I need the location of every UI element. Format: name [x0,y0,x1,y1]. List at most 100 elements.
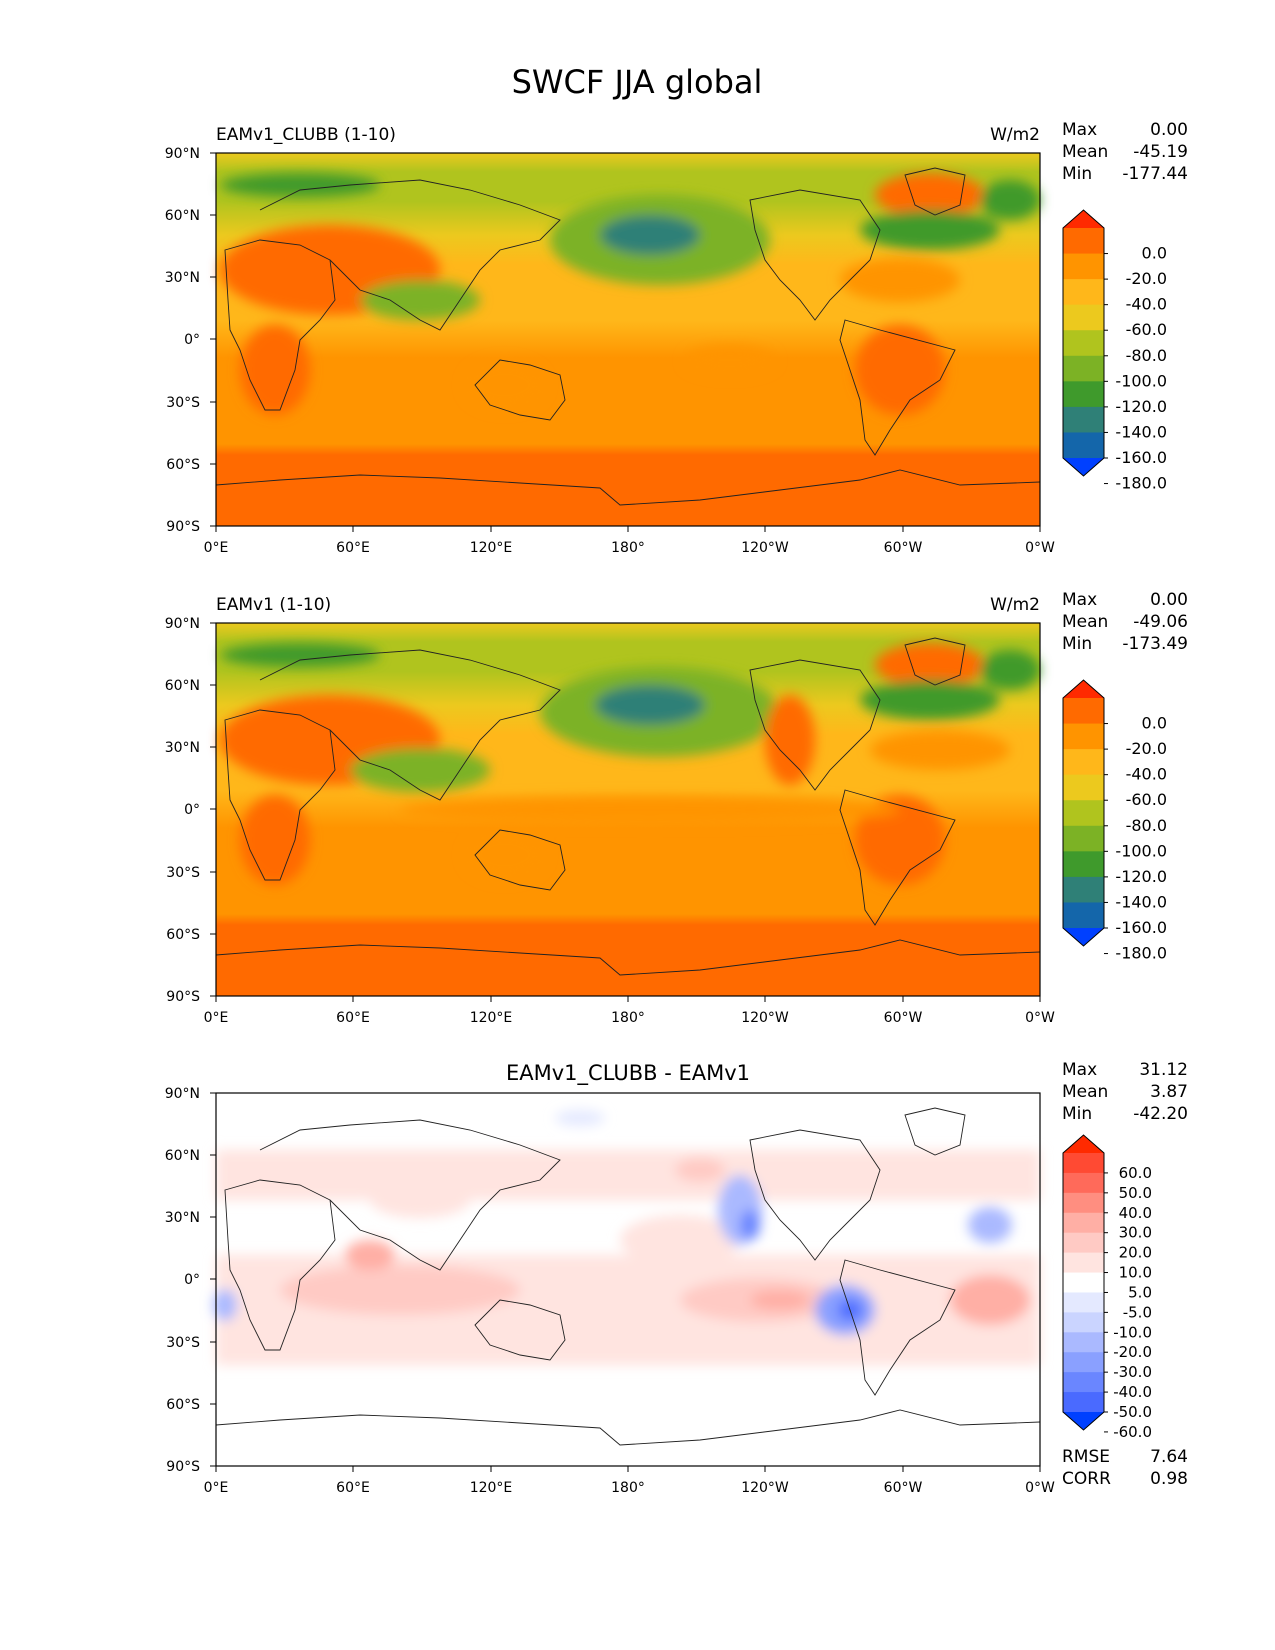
x-tick-label: 180° [611,540,645,556]
coastline [749,189,881,321]
panel-1: EAMv1_CLUBB (1-10) W/m2 [165,120,1188,556]
colorbar-tick-label: -30.0 [1113,1363,1152,1381]
y-tick-label: 90°N [165,146,200,162]
x-tick-label: 120°E [470,540,513,556]
colorbar-tick-label: -140.0 [1115,422,1167,441]
colorbar-tick-label: 30.0 [1119,1224,1152,1242]
y-tick-label: 30°S [166,865,200,881]
colorbar-swatch [1063,1292,1104,1313]
colorbar-extension-bottom [1063,1412,1104,1430]
stat-label-min: Min [1062,634,1092,654]
colorbar-tick-label: 50.0 [1119,1184,1152,1202]
coastline [474,1299,566,1361]
colorbar-swatch [1063,825,1104,852]
colorbar-swatch [1063,851,1104,878]
y-tick-label: 60°N [165,1148,200,1164]
x-tick-label: 0°E [204,1480,229,1496]
x-axis-2: 0°E 60°E 120°E 180° 120°W 60°W 0°W [204,996,1055,1026]
field-blob [968,1207,1012,1243]
field-blob [220,643,380,667]
coastlines [215,637,1041,976]
coastline [839,319,956,456]
figure-title: SWCF JJA global [512,63,763,101]
y-tick-label: 90°N [165,1086,200,1102]
colorbar-tick-label: -5.0 [1123,1303,1152,1321]
colorbar-tick-label: -60.0 [1113,1423,1152,1441]
colorbar-tick-label: 5.0 [1128,1283,1152,1301]
colorbar-swatch [1063,800,1104,827]
panel-2: EAMv1 (1-10) W/m2 [165,590,1188,1026]
field-blob [740,1210,760,1240]
colorbar-swatch [1063,749,1104,776]
coastline [904,167,966,216]
colorbar-swatch [1063,355,1104,382]
field-blob [980,650,1040,690]
coastline [224,239,336,411]
field-blob [465,830,545,880]
stat-label-mean: Mean [1062,612,1108,632]
stat-value-rmse: 7.64 [1150,1447,1188,1467]
field-blob [950,1275,1030,1325]
y-tick-label: 60°S [166,927,200,943]
y-tick-label: 60°N [165,678,200,694]
field-blob [855,795,945,885]
colorbar-tick-label: -80.0 [1126,346,1167,365]
field-blob [860,210,1000,250]
colorbar-tick-label: -80.0 [1126,816,1167,835]
y-tick-label: 90°S [166,1459,200,1475]
colorbar-tick-label: 10.0 [1119,1264,1152,1282]
stat-value-min: -173.49 [1122,634,1188,654]
stat-label-corr: CORR [1062,1469,1111,1489]
stat-label-max: Max [1062,1060,1097,1080]
panel-3-title: EAMv1_CLUBB - EAMv1 [506,1061,750,1086]
coastline [215,1409,1041,1446]
y-tick-label: 30°N [165,740,200,756]
colorbar-swatch [1063,1272,1104,1293]
stat-value-min: -177.44 [1122,164,1188,184]
coastline [904,637,966,686]
colorbar-extension-top [1063,1135,1104,1153]
x-axis-1: 0°E 60°E 120°E 180° 120°W 60°W 0°W [204,526,1055,556]
colorbar-tick-label: -20.0 [1113,1343,1152,1361]
field-blob [750,1290,810,1310]
colorbar-tick-label: 40.0 [1119,1204,1152,1222]
field-band [216,1150,1040,1200]
colorbar-tick-label: 20.0 [1119,1244,1152,1262]
colorbar-tick-label: -40.0 [1126,765,1167,784]
colorbar-swatch [1063,1232,1104,1254]
southern-band [216,455,1040,526]
x-tick-label: 0°W [1025,1010,1055,1026]
y-tick-label: 90°N [165,616,200,632]
coastline [215,469,1041,506]
colorbar-extension-bottom [1063,928,1104,946]
x-tick-label: 60°E [336,1010,370,1026]
coastline [474,359,566,421]
colorbar-swatch [1063,1312,1104,1333]
stats-3: Max 31.12 Mean 3.87 Min -42.20 RMSE 7.64… [1062,1060,1188,1489]
field-blob [350,748,490,792]
stat-value-mean: -45.19 [1133,142,1188,162]
field-blob [855,325,945,415]
field-blob [240,795,310,885]
coastlines [215,167,1041,506]
field-blob [980,180,1040,220]
stat-label-max: Max [1062,590,1097,610]
y-tick-label: 30°S [166,1335,200,1351]
colorbar-swatch [1063,1332,1104,1353]
southern-band [216,925,1040,996]
x-axis-3: 0°E 60°E 120°E 180° 120°W 60°W 0°W [204,1466,1055,1496]
coastline [749,659,881,791]
colorbar-tick-label: -20.0 [1126,269,1167,288]
stat-value-corr: 0.98 [1150,1469,1188,1489]
stat-label-mean: Mean [1062,142,1108,162]
map-field-2 [215,622,1041,997]
field-blob [213,1289,237,1321]
stat-value-max: 0.00 [1150,120,1188,140]
field-blob [280,1265,520,1315]
y-tick-label: 0° [184,1272,200,1288]
stat-label-rmse: RMSE [1062,1447,1110,1467]
y-tick-label: 30°S [166,395,200,411]
x-tick-label: 60°W [884,1480,923,1496]
colorbar-swatch [1063,774,1104,801]
